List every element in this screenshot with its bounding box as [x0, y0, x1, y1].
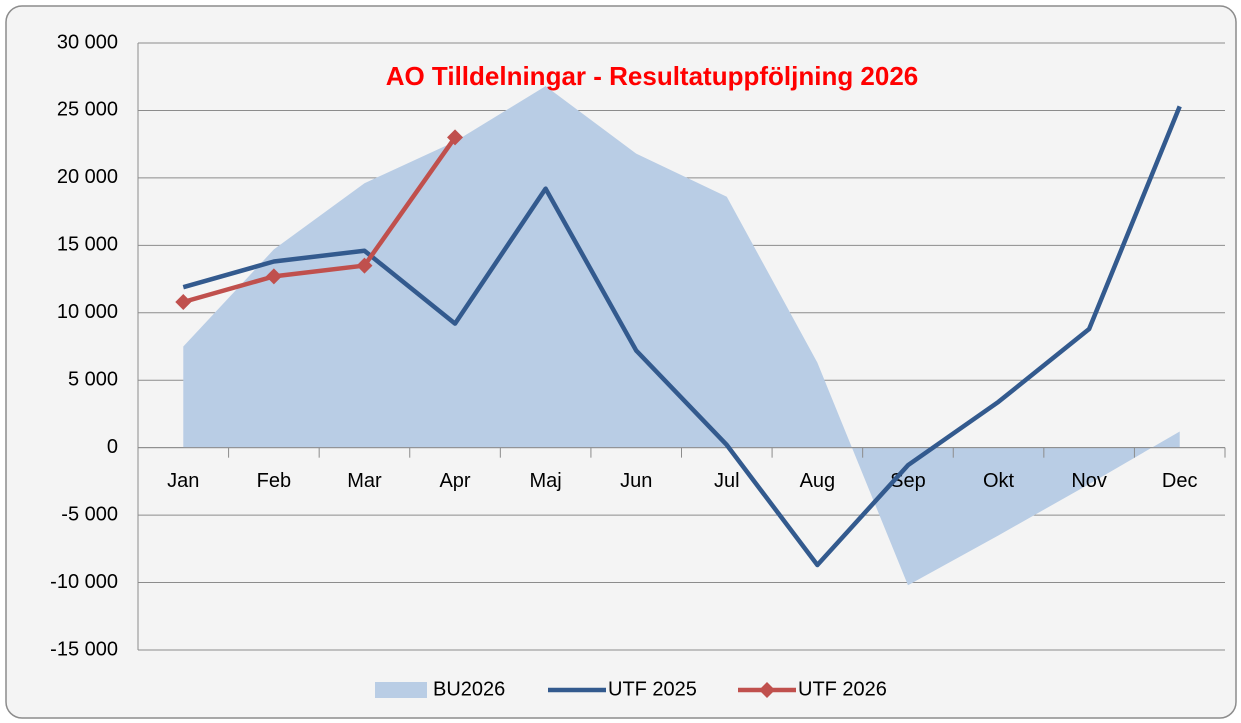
y-tick-label: -15 000 [50, 638, 118, 660]
x-tick-label: Jul [714, 470, 740, 492]
y-tick-label: -10 000 [50, 571, 118, 593]
legend-marker [759, 682, 775, 698]
x-tick-label: Feb [257, 470, 291, 492]
legend-swatch [375, 682, 427, 698]
marker [447, 129, 464, 146]
y-tick-label: 20 000 [57, 166, 118, 188]
y-tick-label: 0 [107, 436, 118, 458]
x-tick-label: Apr [439, 470, 470, 492]
chart-title: AO Tilldelningar - Resultatuppföljning 2… [386, 61, 919, 91]
area [183, 86, 1180, 586]
legend-label: UTF 2026 [798, 678, 887, 700]
x-tick-label: Maj [530, 470, 562, 492]
y-tick-label: 25 000 [57, 99, 118, 121]
x-tick-label: Mar [347, 470, 382, 492]
marker [265, 268, 282, 285]
x-tick-label: Jan [167, 470, 199, 492]
y-tick-label: -5 000 [61, 503, 118, 525]
plot-area: -15 000 -10 000 -5 000 0 5 000 10 000 15 000 20… [50, 31, 1226, 660]
line [182, 136, 457, 305]
x-tick-label: Dec [1162, 470, 1198, 492]
y-tick-label: 10 000 [57, 301, 118, 323]
legend-label: UTF 2025 [608, 678, 697, 700]
x-tick-label: Nov [1071, 470, 1107, 492]
marker [175, 293, 192, 310]
x-tick-label: Okt [983, 470, 1015, 492]
marker [356, 257, 373, 274]
y-tick-label: 15 000 [57, 234, 118, 256]
line [182, 105, 1182, 568]
x-tick-label: Aug [800, 470, 836, 492]
legend-label: BU2026 [433, 678, 505, 700]
x-tick-label: Jun [620, 470, 652, 492]
y-tick-label: 30 000 [57, 31, 118, 53]
y-tick-label: 5 000 [68, 369, 118, 391]
